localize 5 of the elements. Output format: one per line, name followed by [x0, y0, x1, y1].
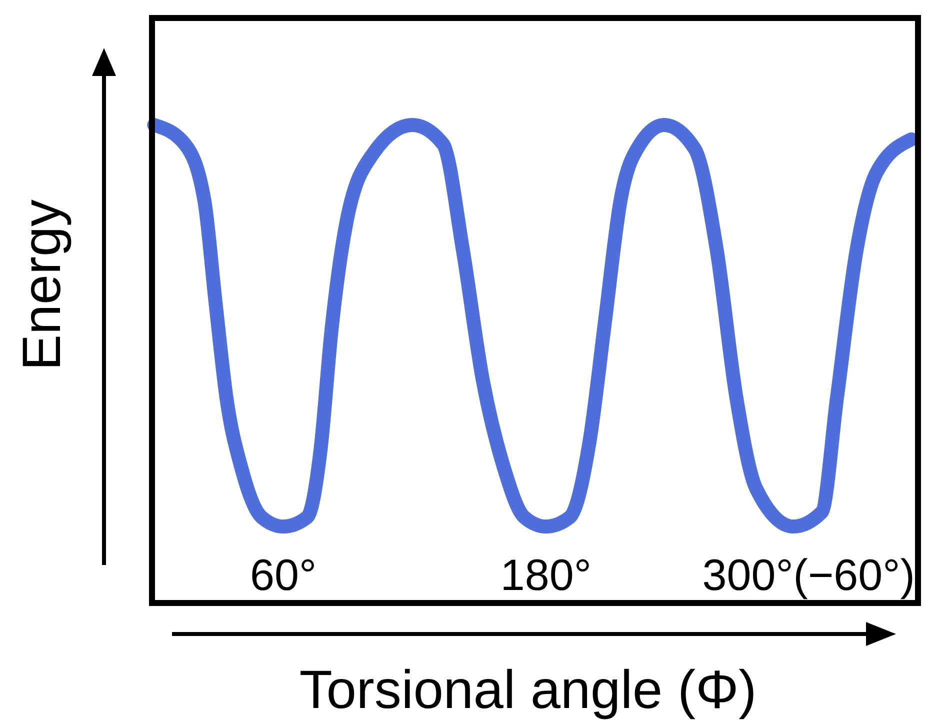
x-tick-label: 180° — [500, 551, 592, 600]
y-axis-title: Energy — [12, 199, 72, 371]
x-tick-label: 300°(−60°) — [702, 551, 915, 600]
x-tick-label: 60° — [250, 551, 317, 600]
x-axis-title: Torsional angle (Φ) — [299, 660, 757, 720]
